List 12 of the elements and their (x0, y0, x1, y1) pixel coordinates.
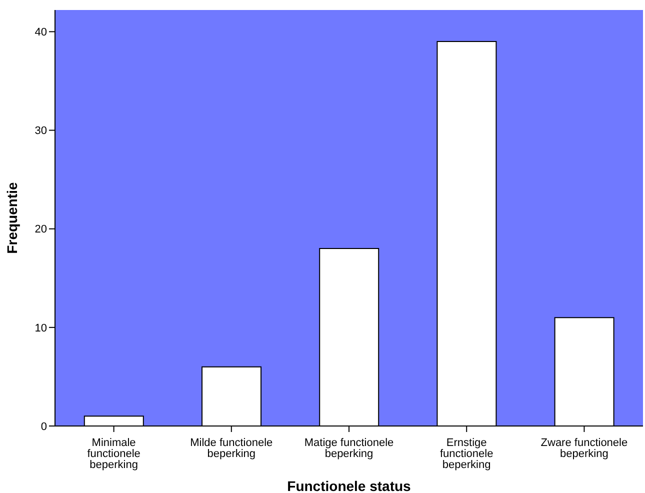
x-tick-label: Matige functionele beperking (304, 437, 394, 460)
y-tick-label: 10 (34, 322, 47, 334)
y-tick-label: 0 (40, 420, 47, 433)
x-tick-label: Minimale functionele beperking (87, 437, 140, 471)
y-tick-label: 20 (34, 224, 47, 236)
x-tick-label: Ernstige functionele beperking (440, 437, 494, 471)
x-tick-label: Zware functionele beperking (540, 437, 628, 460)
x-axis-title: Functionele status (287, 478, 412, 493)
y-tick-label: 40 (34, 26, 47, 39)
y-tick-label: 30 (34, 125, 47, 138)
y-axis-title: Frequentie (4, 182, 20, 254)
x-tick-label: Milde functionele beperking (190, 437, 273, 460)
